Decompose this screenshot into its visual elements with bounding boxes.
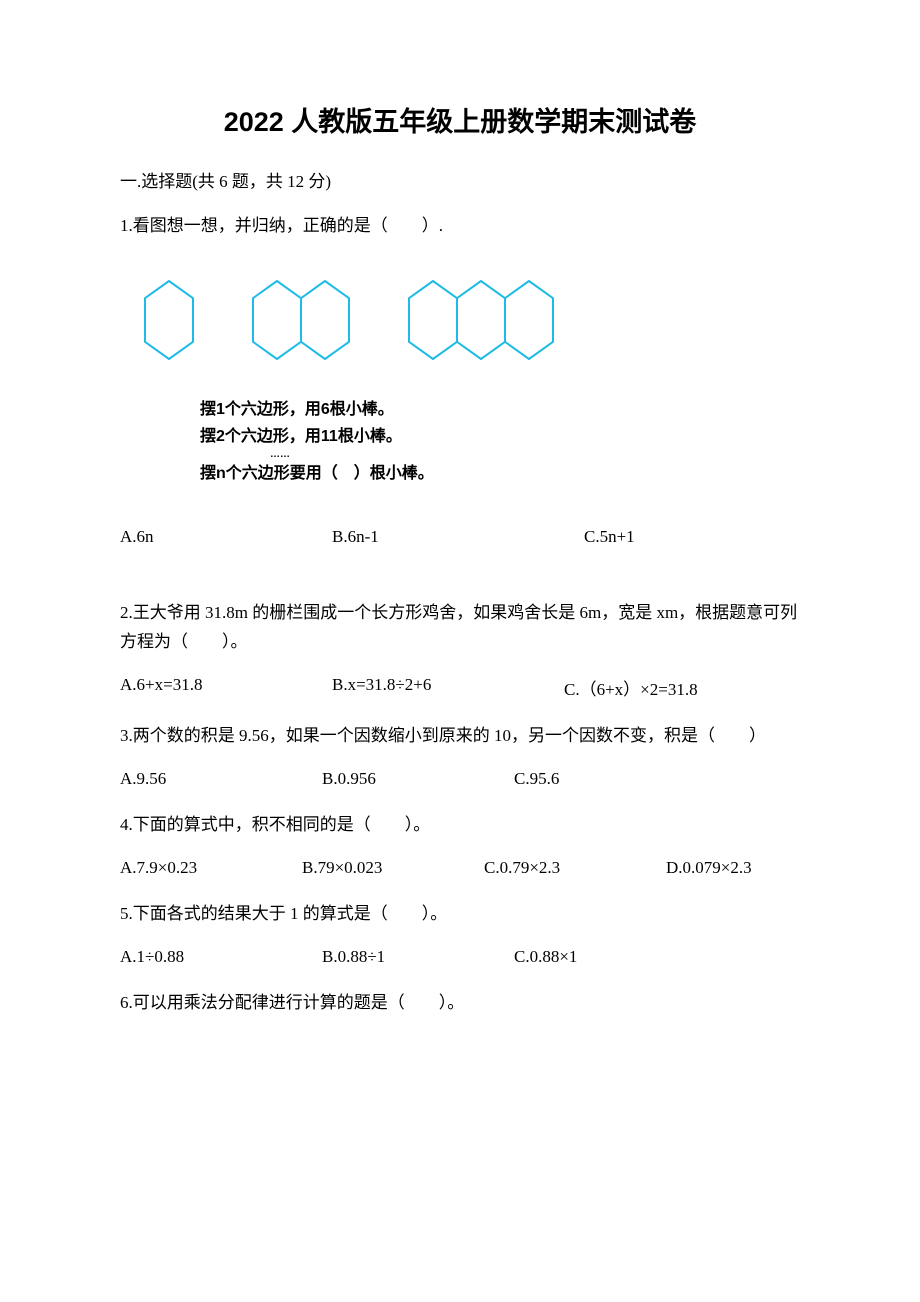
- section-1-header: 一.选择题(共 6 题，共 12 分): [120, 167, 800, 192]
- q2-option-c: C.（6+x）×2=31.8: [564, 675, 698, 700]
- page-title: 2022 人教版五年级上册数学期末测试卷: [120, 100, 800, 139]
- q3-option-b: B.0.956: [322, 769, 502, 789]
- caption-line-2: 摆2个六边形，用11根小棒。: [200, 423, 800, 450]
- question-2-text: 2.王大爷用 31.8m 的栅栏围成一个长方形鸡舍，如果鸡舍长是 6m，宽是 x…: [120, 599, 800, 657]
- question-4-options: A.7.9×0.23 B.79×0.023 C.0.79×2.3 D.0.079…: [120, 858, 800, 878]
- question-3-options: A.9.56 B.0.956 C.95.6: [120, 769, 800, 789]
- caption-dots: ……: [270, 450, 800, 460]
- question-4-text: 4.下面的算式中，积不相同的是（ ）。: [120, 811, 800, 840]
- q5-option-b: B.0.88÷1: [322, 947, 502, 967]
- question-1-options: A.6n B.6n-1 C.5n+1: [120, 527, 800, 547]
- q1-option-c: C.5n+1: [584, 527, 635, 547]
- q4-option-b: B.79×0.023: [302, 858, 472, 878]
- q1-option-a: A.6n: [120, 527, 320, 547]
- hexagon-caption: 摆1个六边形，用6根小棒。 摆2个六边形，用11根小棒。 …… 摆n个六边形要用…: [200, 396, 800, 488]
- q2-option-b: B.x=31.8÷2+6: [332, 675, 552, 700]
- q3-option-a: A.9.56: [120, 769, 310, 789]
- hexagon-figure: [140, 271, 800, 376]
- q2-option-a: A.6+x=31.8: [120, 675, 320, 700]
- question-1-text: 1.看图想一想，并归纳，正确的是（ ）.: [120, 212, 800, 241]
- question-3-text: 3.两个数的积是 9.56，如果一个因数缩小到原来的 10，另一个因数不变，积是…: [120, 722, 800, 751]
- caption-line-1: 摆1个六边形，用6根小棒。: [200, 396, 800, 423]
- q4-option-c: C.0.79×2.3: [484, 858, 654, 878]
- question-5-options: A.1÷0.88 B.0.88÷1 C.0.88×1: [120, 947, 800, 967]
- q4-option-d: D.0.079×2.3: [666, 858, 752, 878]
- exam-page: 2022 人教版五年级上册数学期末测试卷 一.选择题(共 6 题，共 12 分)…: [0, 0, 920, 1096]
- question-5-text: 5.下面各式的结果大于 1 的算式是（ ）。: [120, 900, 800, 929]
- q5-option-a: A.1÷0.88: [120, 947, 310, 967]
- question-6-text: 6.可以用乘法分配律进行计算的题是（ ）。: [120, 989, 800, 1018]
- question-2-options: A.6+x=31.8 B.x=31.8÷2+6 C.（6+x）×2=31.8: [120, 675, 800, 700]
- q4-option-a: A.7.9×0.23: [120, 858, 290, 878]
- caption-line-3: 摆n个六边形要用（ ）根小棒。: [200, 460, 800, 487]
- q3-option-c: C.95.6: [514, 769, 559, 789]
- q5-option-c: C.0.88×1: [514, 947, 577, 967]
- q1-option-b: B.6n-1: [332, 527, 572, 547]
- hexagon-svg: [140, 271, 700, 371]
